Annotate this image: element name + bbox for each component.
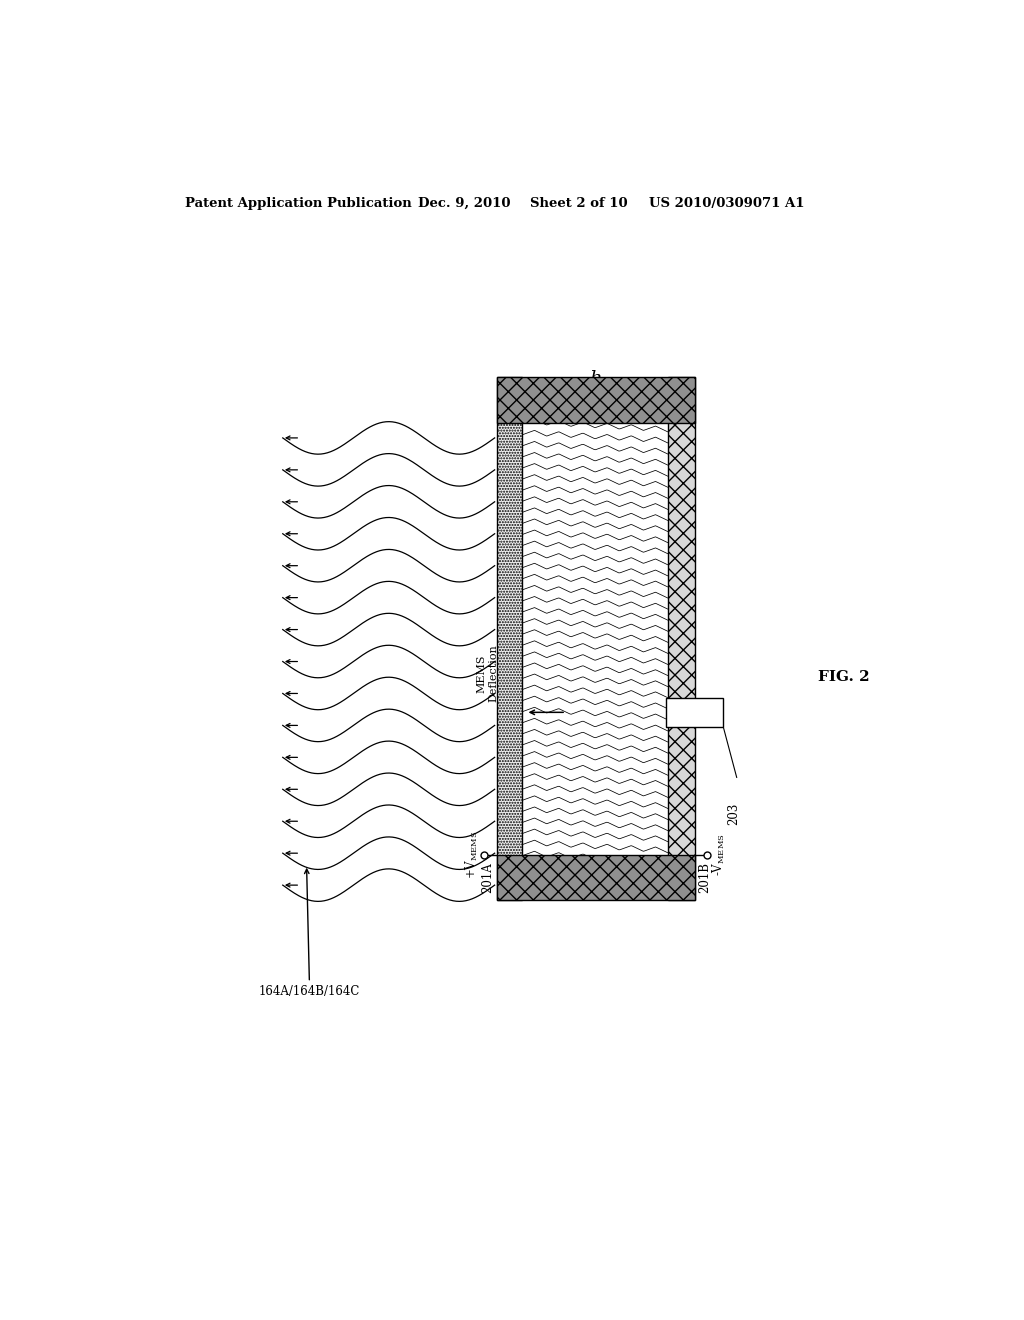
Text: MEMS
Deflection: MEMS Deflection xyxy=(477,644,499,702)
Text: -V$_\mathregular{MEMS}$: -V$_\mathregular{MEMS}$ xyxy=(712,833,727,876)
Text: 164A/164B/164C: 164A/164B/164C xyxy=(259,869,360,998)
Text: Dec. 9, 2010: Dec. 9, 2010 xyxy=(418,197,510,210)
Bar xyxy=(497,378,522,900)
Bar xyxy=(497,378,694,422)
Bar xyxy=(666,698,723,726)
Text: +V$_\mathregular{MEMS}$: +V$_\mathregular{MEMS}$ xyxy=(464,830,480,879)
Text: 203: 203 xyxy=(727,803,740,825)
Text: US 2010/0309071 A1: US 2010/0309071 A1 xyxy=(648,197,804,210)
Text: Patent Application Publication: Patent Application Publication xyxy=(185,197,412,210)
Text: h: h xyxy=(589,370,601,388)
Text: 201A: 201A xyxy=(481,862,494,892)
Text: FIG. 2: FIG. 2 xyxy=(818,669,870,684)
Text: 201B: 201B xyxy=(697,862,711,894)
Bar xyxy=(497,854,694,900)
Bar xyxy=(668,378,694,900)
Text: Sheet 2 of 10: Sheet 2 of 10 xyxy=(529,197,627,210)
